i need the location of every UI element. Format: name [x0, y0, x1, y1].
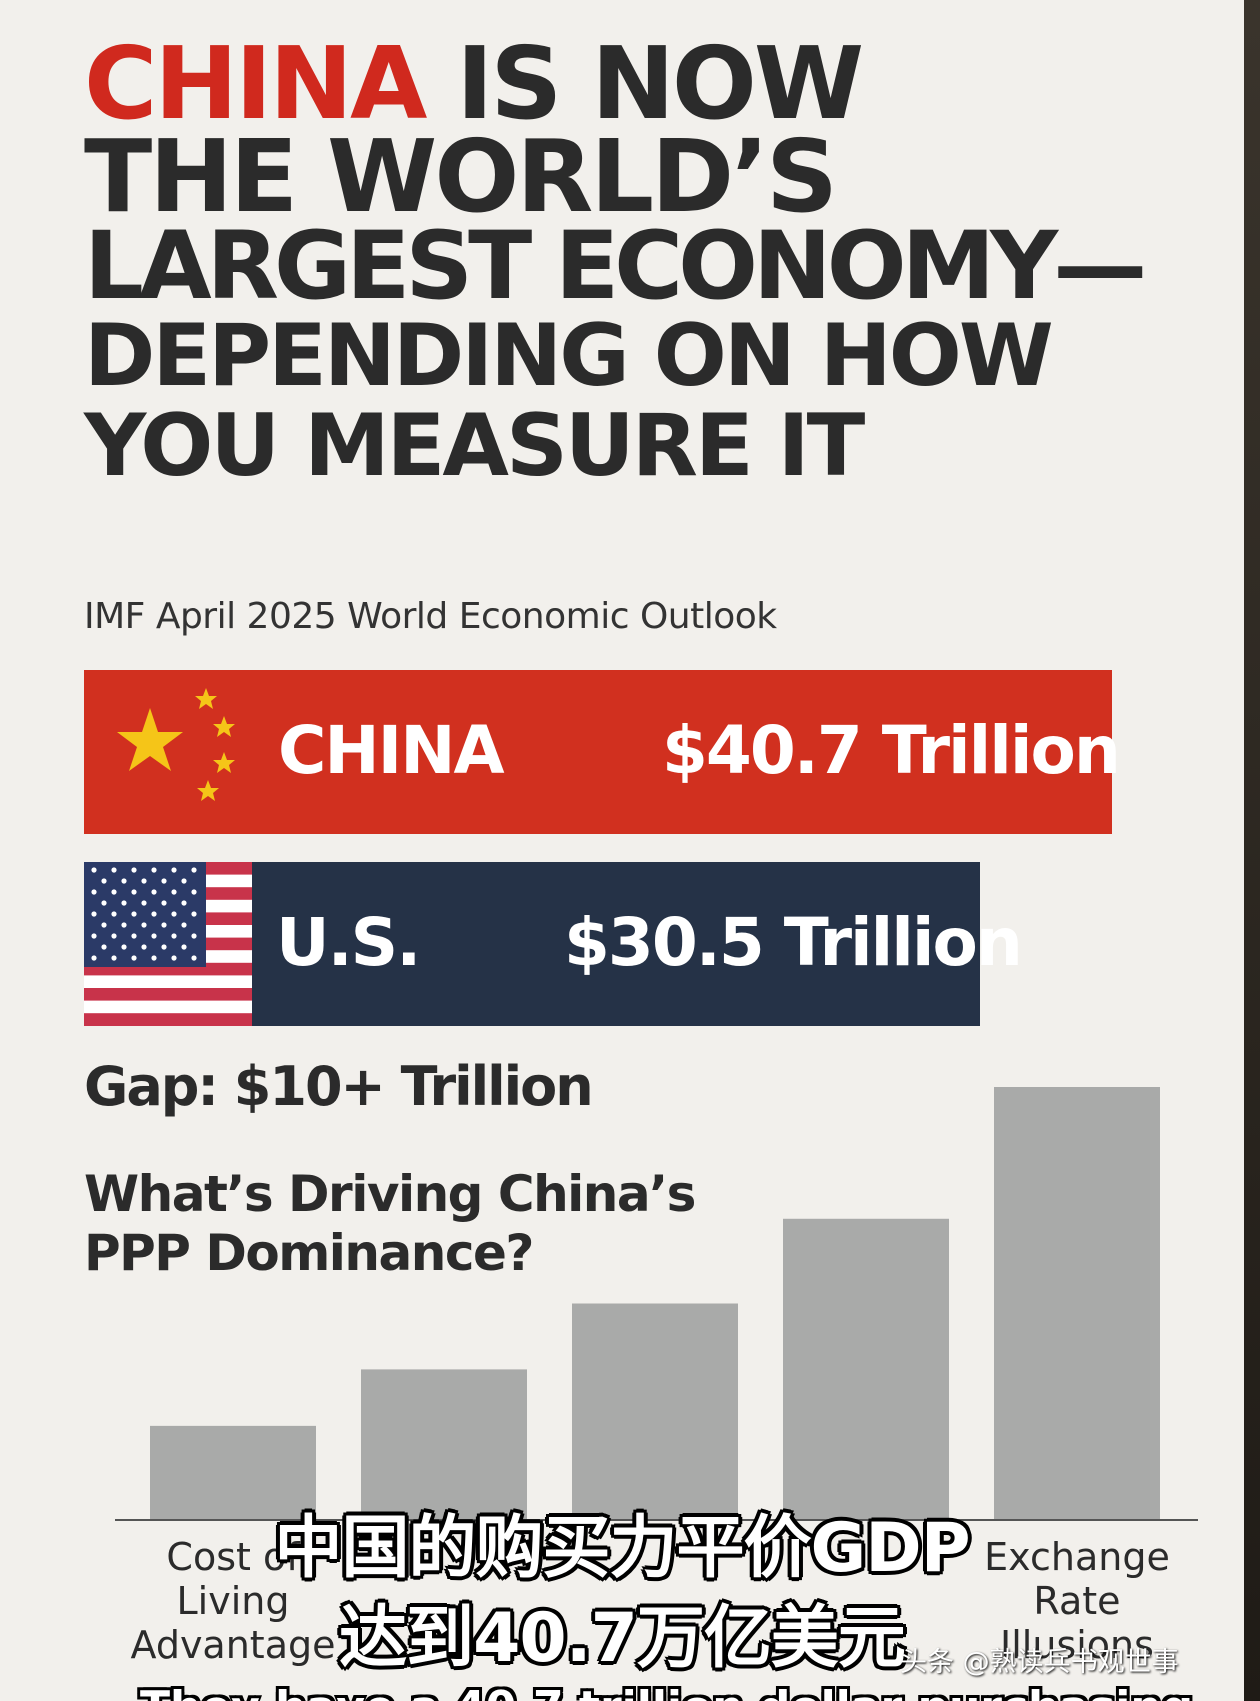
- gap-text: Gap: $10+ Trillion: [84, 1055, 594, 1118]
- chart-bar-1: [150, 1425, 316, 1520]
- us-flag-icon: [84, 862, 252, 1026]
- chinese-subtitle-line-2: 达到40.7万亿美元: [339, 1599, 906, 1678]
- chart-bar-5: [994, 1087, 1160, 1520]
- headline-china-word: CHINA: [84, 25, 427, 142]
- watermark: 头条 @熟读兵书观世事: [900, 1647, 1179, 1678]
- english-caption: They have a 40.7 trillion dollar purchas…: [140, 1682, 1193, 1701]
- headline: CHINA IS NOW THE WORLD’S LARGEST ECONOMY…: [84, 34, 1224, 493]
- headline-line-3: LARGEST ECONOMY—: [84, 212, 1147, 321]
- headline-line-2: THE WORLD’S: [84, 118, 838, 235]
- china-gdp-bar: CHINA $40.7 Trillion: [84, 670, 1121, 834]
- source-subtitle: IMF April 2025 World Economic Outlook: [84, 596, 777, 637]
- background-strip: [1244, 0, 1260, 1701]
- us-value: $30.5 Trillion: [564, 904, 1023, 981]
- us-label: U.S.: [276, 904, 421, 981]
- chinese-subtitle-line-1: 中国的购买力平价GDP: [274, 1509, 970, 1588]
- headline-line-1: CHINA IS NOW: [84, 25, 864, 142]
- chart-bar-4: [783, 1218, 949, 1520]
- china-value: $40.7 Trillion: [662, 712, 1121, 789]
- section-question: What’s Driving China’s PPP Dominance?: [84, 1165, 696, 1282]
- chart-category-label-1: Cost of Living Advantage: [131, 1535, 336, 1667]
- headline-line-4: DEPENDING ON HOW: [84, 306, 1054, 406]
- chart-bar-3: [572, 1303, 738, 1520]
- china-label: CHINA: [278, 712, 505, 789]
- china-flag-icon: [117, 688, 235, 801]
- chart-bar-2: [361, 1369, 527, 1520]
- us-gdp-bar: U.S. $30.5 Trillion: [84, 862, 1023, 1026]
- chart-category-label-5: Exchange Rate Illusions: [984, 1535, 1170, 1667]
- headline-line-5: YOU MEASURE IT: [84, 396, 865, 496]
